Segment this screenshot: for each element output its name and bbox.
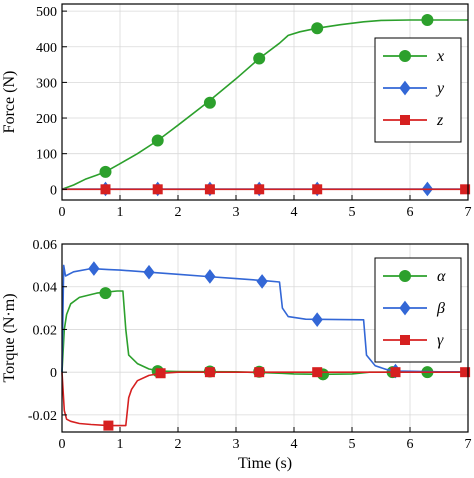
torque-legend-marker-β <box>399 300 411 316</box>
force-xtick-label: 5 <box>349 205 356 220</box>
torque-xtick-label: 3 <box>233 437 240 452</box>
torque-data-point-β <box>256 274 268 289</box>
torque-data-point-γ <box>390 367 401 378</box>
force-data-point-z <box>204 184 215 195</box>
torque-legend-label-β: β <box>436 300 445 317</box>
force-ytick-label: 500 <box>36 5 57 20</box>
force-chart-frame <box>61 3 469 201</box>
torque-data-point-β <box>311 312 323 327</box>
force-legend-label-z: z <box>436 112 444 129</box>
torque-series-line-γ <box>61 371 468 427</box>
force-ytick-label: 100 <box>36 148 57 163</box>
force-legend-marker-z <box>400 115 410 125</box>
torque-legend-label-α: α <box>437 268 446 285</box>
force-xtick-label: 0 <box>59 205 66 220</box>
torque-data-point-β <box>88 261 100 276</box>
torque-xtick-label: 0 <box>59 437 66 452</box>
force-data-point-z <box>460 184 471 195</box>
force-legend-box <box>374 37 462 143</box>
torque-data-point-γ <box>312 367 323 378</box>
torque-data-point-β <box>143 264 155 280</box>
torque-legend-marker-α <box>399 270 411 282</box>
torque-ytick-label: 0 <box>50 366 57 381</box>
force-xtick-label: 2 <box>175 205 182 220</box>
torque-xtick-label: 6 <box>407 437 414 452</box>
force-data-point-x <box>151 134 164 147</box>
torque-legend-marker-γ <box>400 335 410 345</box>
torque-chart-xlabel: Time (s) <box>238 455 292 472</box>
force-legend-label-y: y <box>435 80 445 97</box>
force-xtick-label: 1 <box>117 205 124 220</box>
force-xtick-label: 3 <box>233 205 240 220</box>
torque-ytick-label: 0.02 <box>33 323 58 338</box>
torque-xtick-label: 5 <box>349 437 356 452</box>
torque-data-point-β <box>204 269 216 284</box>
torque-data-point-γ <box>460 367 471 378</box>
force-data-point-z <box>254 184 265 195</box>
force-xtick-label: 7 <box>465 205 472 220</box>
torque-data-point-γ <box>103 420 114 431</box>
torque-chart-legend: αβγ <box>374 257 462 363</box>
force-data-point-x <box>253 52 266 65</box>
torque-xtick-label: 2 <box>175 437 182 452</box>
torque-ytick-label: 0.04 <box>33 281 58 296</box>
torque-ytick-label: 0.06 <box>33 238 58 253</box>
force-xtick-label: 6 <box>407 205 414 220</box>
force-data-point-z <box>312 184 323 195</box>
force-ytick-label: 400 <box>36 41 57 56</box>
torque-data-point-α <box>99 287 112 300</box>
force-data-point-x <box>421 14 434 27</box>
force-chart-ylabel: Force (N) <box>1 71 18 134</box>
force-data-point-x <box>99 165 112 178</box>
torque-chart-ylabel: Torque (N·m) <box>1 293 18 382</box>
force-ytick-label: 200 <box>36 112 57 127</box>
torque-xtick-label: 1 <box>117 437 124 452</box>
torque-chart-series <box>61 261 471 431</box>
force-legend-marker-y <box>399 80 411 96</box>
force-legend-marker-x <box>399 50 411 62</box>
force-data-point-x <box>311 22 324 35</box>
force-legend-label-x: x <box>436 48 444 65</box>
force-xtick-label: 4 <box>291 205 298 220</box>
force-data-point-x <box>203 96 216 109</box>
force-chart-ticks: 0 1 2 3 4 5 6 7 0 100 200 300 400 500 <box>36 5 472 220</box>
torque-xtick-label: 4 <box>291 437 298 452</box>
force-ytick-label: 0 <box>50 183 57 198</box>
force-chart-panel: 0 1 2 3 4 5 6 7 0 100 200 300 400 500 Force (N) xyz <box>1 3 472 220</box>
force-data-point-z <box>152 184 163 195</box>
torque-data-point-γ <box>204 367 215 378</box>
torque-chart-frame <box>61 243 469 433</box>
torque-ytick-label: -0.02 <box>28 409 57 424</box>
torque-xtick-label: 7 <box>465 437 472 452</box>
torque-legend-box <box>374 257 462 363</box>
torque-legend-label-γ: γ <box>437 332 444 349</box>
force-ytick-label: 300 <box>36 76 57 91</box>
torque-data-point-γ <box>155 368 166 379</box>
torque-data-point-γ <box>254 367 265 378</box>
torque-series-line-α <box>61 290 468 376</box>
force-chart-series <box>61 14 471 197</box>
force-data-point-z <box>100 184 111 195</box>
force-chart-legend: xyz <box>374 37 462 143</box>
